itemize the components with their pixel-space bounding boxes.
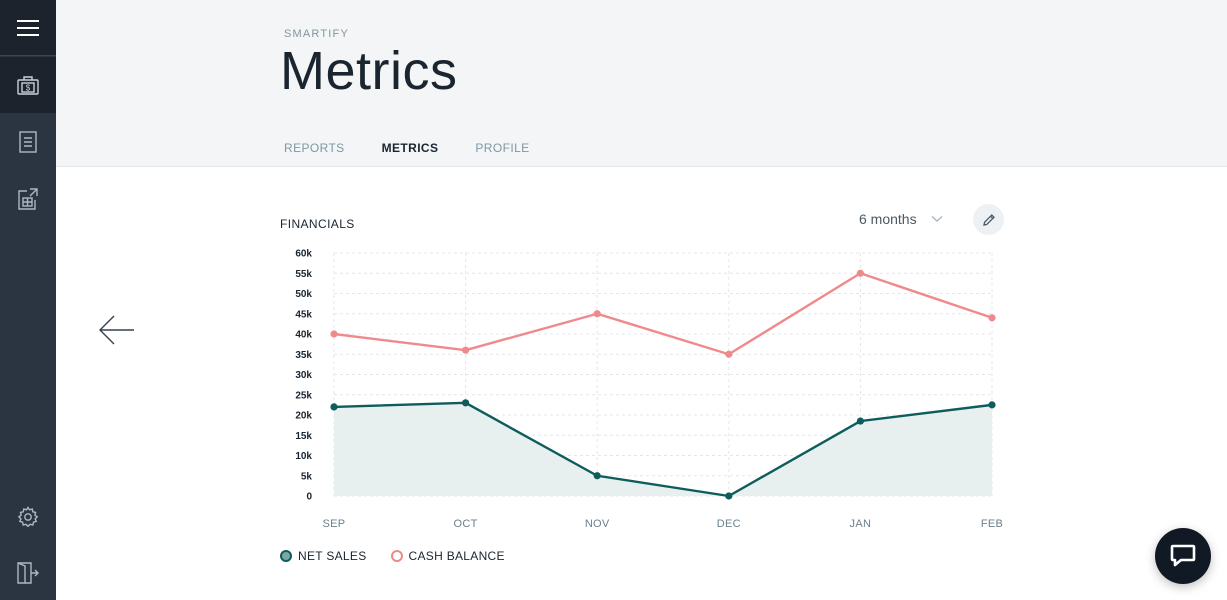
- arrow-left-icon: [99, 315, 134, 345]
- y-tick-label: 60k: [295, 249, 312, 260]
- data-point: [462, 346, 470, 354]
- legend-marker: [280, 550, 292, 562]
- x-tick-label: OCT: [454, 518, 478, 530]
- sidebar-item-logout[interactable]: [0, 545, 56, 600]
- chevron-down-icon: [931, 216, 943, 222]
- back-button[interactable]: [98, 314, 136, 346]
- y-tick-label: 5k: [301, 471, 313, 482]
- x-tick-label: SEP: [323, 518, 346, 530]
- logout-icon: [17, 562, 39, 584]
- chart-points: [330, 269, 996, 500]
- sidebar-item-settings[interactable]: [0, 489, 56, 545]
- x-tick-label: DEC: [717, 518, 741, 530]
- sidebar: $: [0, 0, 56, 600]
- y-tick-label: 15k: [295, 431, 312, 442]
- x-tick-label: NOV: [585, 518, 610, 530]
- export-table-icon: [18, 188, 38, 210]
- y-tick-label: 30k: [295, 370, 312, 381]
- y-tick-label: 25k: [295, 390, 312, 401]
- range-select[interactable]: 6 months: [859, 211, 943, 227]
- financials-chart: 0 5k 10k 15k 20k 25k 30k 35k 40k 45k 50k 55k 60k SEP…: [295, 249, 1003, 531]
- gear-icon: [17, 506, 39, 528]
- y-tick-label: 20k: [295, 411, 312, 422]
- x-tick-label: FEB: [981, 518, 1003, 530]
- chart-area: [334, 402, 992, 496]
- tab-profile[interactable]: PROFILE: [475, 141, 530, 155]
- financials-title: FINANCIALS: [280, 217, 355, 231]
- sidebar-item-reports[interactable]: [0, 114, 56, 170]
- legend-marker: [390, 550, 403, 562]
- range-value: 6 months: [859, 211, 917, 227]
- brand-label: SMARTIFY: [284, 28, 350, 40]
- data-point: [462, 399, 470, 407]
- series-line-1: [333, 272, 993, 356]
- y-tick-label: 35k: [295, 350, 312, 361]
- y-tick-label: 0: [306, 492, 312, 503]
- sidebar-item-sales[interactable]: $: [0, 57, 56, 113]
- sidebar-item-export[interactable]: [0, 171, 56, 227]
- chart-legend: NET SALES CASH BALANCE: [280, 549, 529, 563]
- y-tick-label: 10k: [295, 451, 312, 462]
- svg-text:$: $: [26, 84, 31, 93]
- data-point: [856, 417, 865, 425]
- legend-cash-balance[interactable]: CASH BALANCE: [390, 549, 505, 563]
- y-tick-label: 45k: [295, 309, 312, 320]
- data-point: [988, 314, 996, 322]
- y-tick-label: 55k: [295, 269, 312, 280]
- data-point: [725, 350, 733, 358]
- tab-reports[interactable]: REPORTS: [284, 141, 345, 155]
- data-point: [330, 330, 338, 338]
- legend-label: CASH BALANCE: [408, 549, 505, 563]
- chat-button[interactable]: [1155, 528, 1211, 584]
- legend-label: NET SALES: [298, 549, 367, 563]
- menu-icon: [17, 19, 39, 36]
- legend-net-sales[interactable]: NET SALES: [280, 549, 367, 563]
- y-tick-label: 40k: [295, 330, 312, 341]
- chart-lines: [333, 272, 993, 498]
- tab-metrics[interactable]: METRICS: [381, 141, 439, 155]
- edit-button[interactable]: [973, 204, 1004, 235]
- x-axis: SEP OCT NOV DEC JAN FEB: [323, 518, 1003, 530]
- series-line-0: [333, 401, 993, 498]
- data-point: [330, 403, 338, 411]
- page-title: Metrics: [280, 41, 458, 101]
- x-tick-label: JAN: [850, 518, 872, 530]
- data-point: [593, 310, 601, 318]
- document-icon: [19, 131, 37, 153]
- y-tick-label: 50k: [295, 289, 312, 300]
- cash-register-icon: $: [17, 76, 39, 95]
- data-point: [593, 472, 601, 480]
- pencil-icon: [982, 213, 995, 226]
- area-fill-0: [334, 402, 992, 496]
- page-header: SMARTIFY Metrics REPORTS METRICS PROFILE: [56, 0, 1227, 167]
- y-axis: 0 5k 10k 15k 20k 25k 30k 35k 40k 45k 50k 55k 60k: [295, 249, 312, 503]
- data-point: [988, 401, 996, 409]
- chat-icon: [1170, 544, 1196, 567]
- data-point: [856, 269, 865, 277]
- tab-bar: REPORTS METRICS PROFILE: [284, 141, 567, 155]
- menu-button[interactable]: [0, 0, 56, 56]
- data-point: [725, 492, 733, 500]
